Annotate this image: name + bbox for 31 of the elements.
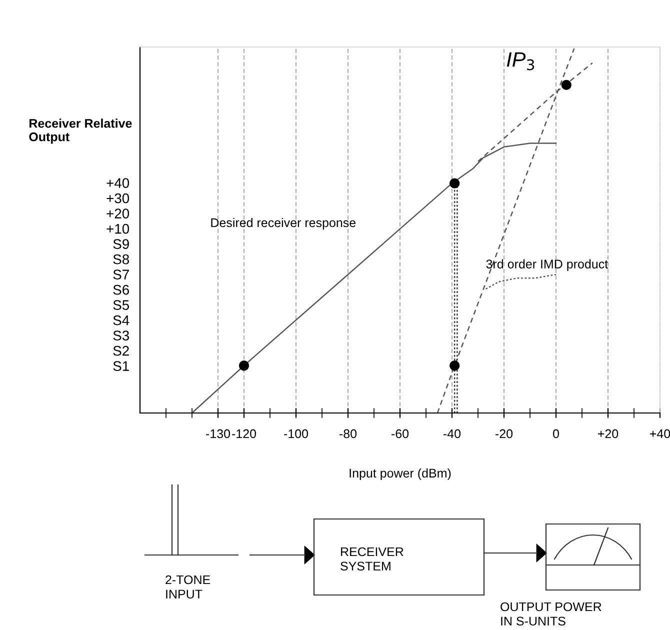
annotation: Desired receiver response [211,218,356,230]
text: +30 [106,193,130,204]
x-tick-label: 0 [553,429,559,438]
x-tick-label: -120 [232,429,256,438]
annotation: IP$_{3}$ [506,52,534,70]
x-tick-label: -20 [496,429,513,438]
x-tick-label: -60 [392,429,409,438]
text: S6 [113,284,129,295]
x-tick-label: -100 [284,429,308,438]
x-tick-label: -80 [340,429,357,438]
text: S1 [113,361,129,371]
x-tick-label: -130 [206,429,230,438]
text: RECEIVER SYSTEM [340,547,404,571]
text: S8 [113,254,129,264]
text: S2 [113,346,129,356]
text: 2-TONE INPUT [166,575,210,599]
text: OUTPUT POWER IN S-UNITS [500,602,602,626]
text: +20 [106,208,130,218]
x-tick-label: +20 [598,429,618,438]
text: +10 [106,224,130,234]
text: S3 [113,330,129,340]
text: S4 [113,315,130,326]
text: S9 [113,239,129,249]
text: +40 [106,178,130,188]
text: S5 [113,300,130,310]
annotation: 3rd order IMD product [486,259,608,271]
x-tick-label: -40 [444,429,461,438]
x-axis-title: Input power (dBm) [350,468,451,480]
text: S7 [113,270,129,280]
x-tick-label: +40 [650,429,670,438]
y-axis-title: Receiver Relative Output [29,118,132,144]
